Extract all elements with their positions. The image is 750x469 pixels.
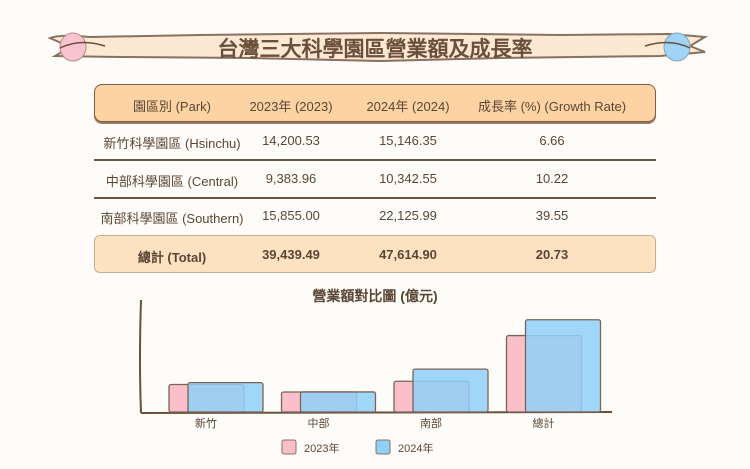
row-park: 新竹科學園區 (Hsinchu) (103, 136, 241, 151)
total-2023: 39,439.49 (262, 247, 320, 262)
total-row (94, 235, 656, 273)
x-tick-label: 總計 (533, 416, 555, 430)
bar-2024年-新竹 (187, 382, 264, 413)
chart-title: 營業額對比圖 (億元) (312, 288, 437, 304)
total-2024: 47,614.90 (379, 247, 437, 262)
row-divider (94, 197, 656, 199)
row-divider (94, 159, 656, 161)
row-growth: 39.55 (535, 208, 569, 223)
table-header (94, 84, 656, 122)
legend-label: 2024年 (398, 441, 433, 455)
total-label: 總計 (Total) (137, 250, 207, 265)
row-2023: 14,200.53 (262, 133, 320, 148)
row-2024: 10,342.55 (379, 171, 437, 186)
legend-label: 2023年 (304, 441, 339, 455)
legend-swatch (375, 439, 391, 455)
revenue-bar-chart: 營業額對比圖 (億元) 新竹 中部 南部 總計 2023年 2024年 (139, 288, 613, 455)
x-tick-label: 新竹 (195, 416, 217, 430)
header-park: 園區別 (Park) (132, 99, 211, 114)
row-growth: 10.22 (535, 171, 569, 186)
title-banner (47, 31, 709, 63)
legend-swatch (281, 439, 297, 455)
blue-circle-ornament (663, 32, 691, 62)
page-title: 台灣三大科學園區營業額及成長率 (217, 38, 533, 61)
row-growth: 6.66 (539, 133, 565, 148)
row-park: 南部科學園區 (Southern) (100, 211, 244, 226)
x-tick-label: 中部 (308, 416, 330, 430)
row-2023: 15,855.00 (262, 208, 320, 223)
total-growth: 20.73 (535, 247, 569, 262)
y-axis (139, 299, 142, 414)
row-2024: 15,146.35 (379, 133, 437, 148)
bar-2024年-總計 (524, 319, 602, 413)
row-2023: 9,383.96 (265, 171, 317, 186)
row-2024: 22,125.99 (379, 208, 437, 223)
header-2023: 2023年 (2023) (249, 99, 333, 114)
header-growth: 成長率 (%) (Growth Rate) (477, 99, 627, 114)
x-tick-label: 南部 (420, 416, 442, 430)
pink-circle-ornament (59, 32, 87, 62)
bar-2024年-中部 (299, 391, 377, 413)
header-2024: 2024年 (2024) (366, 99, 450, 114)
row-park: 中部科學園區 (Central) (105, 174, 239, 189)
bar-2024年-南部 (412, 368, 489, 413)
